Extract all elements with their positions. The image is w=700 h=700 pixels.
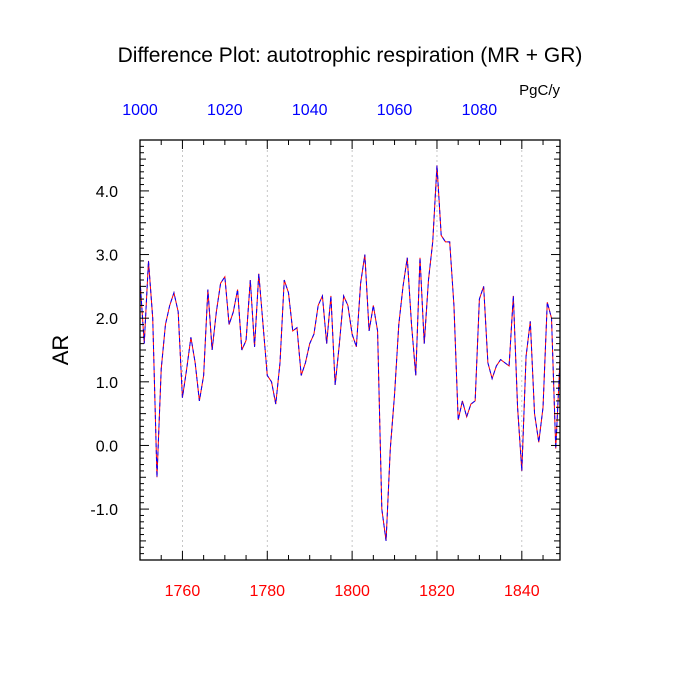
x-top-tick-label: 1060 xyxy=(377,102,413,119)
series-line-2 xyxy=(139,165,561,541)
x-bottom-tick-label: 1780 xyxy=(249,583,285,600)
y-tick-label: 2.0 xyxy=(96,311,118,328)
x-bottom-tick-label: 1760 xyxy=(165,583,201,600)
y-tick-label: -1.0 xyxy=(90,502,118,519)
y-tick-label: 3.0 xyxy=(96,248,118,265)
y-tick-label: 0.0 xyxy=(96,438,118,455)
y-tick-label: 4.0 xyxy=(96,184,118,201)
x-bottom-tick-label: 1820 xyxy=(419,583,455,600)
gridlines xyxy=(182,140,523,560)
y-axis-label: AR xyxy=(48,335,73,366)
x-top-tick-label: 1020 xyxy=(207,102,243,119)
x-bottom-tick-label: 1840 xyxy=(504,583,540,600)
y-tick-label: 1.0 xyxy=(96,375,118,392)
x-bottom-tick-label: 1800 xyxy=(334,583,370,600)
axis-ticks xyxy=(139,139,560,561)
x-top-tick-label: 1040 xyxy=(292,102,328,119)
chart-title: Difference Plot: autotrophic respiration… xyxy=(118,44,583,67)
units-label: PgC/y xyxy=(519,82,560,99)
tick-labels: -1.0 0.0 1.0 2.0 3.0 4.0 1760 1780 1800 1820 1840 1… xyxy=(90,102,539,600)
series-lines xyxy=(139,165,561,541)
x-top-tick-label: 1080 xyxy=(462,102,498,119)
x-top-tick-label: 1000 xyxy=(122,102,158,119)
